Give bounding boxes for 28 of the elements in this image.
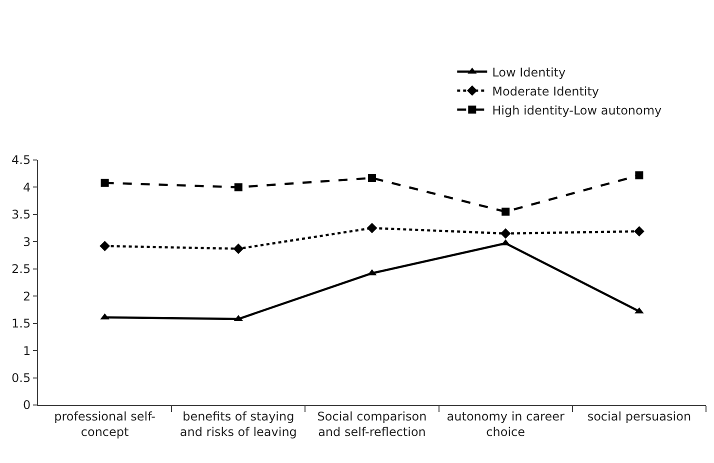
y-tick-label: 1.5	[12, 316, 31, 331]
y-tick-label: 2.5	[12, 262, 31, 276]
point	[635, 171, 644, 180]
point	[234, 183, 242, 192]
x-tick-label: Social comparison and self-reflection	[317, 409, 427, 439]
y-tick-label: 3	[22, 234, 31, 249]
y-tick-label: 0	[22, 398, 31, 412]
x-tick-label: benefits of staying and risks of leaving	[180, 409, 297, 439]
point	[500, 228, 511, 239]
point	[100, 240, 110, 252]
y-tick-label: 1	[22, 344, 31, 358]
x-tick-label: social persuasion	[587, 409, 692, 424]
y-tick-label: 2	[22, 289, 31, 304]
y-tick-label: 0.5	[12, 370, 31, 385]
legend-label: Moderate Identity	[492, 84, 600, 98]
legend-label: Low Identity	[492, 65, 566, 80]
legend-label: High identity-Low autonomy	[492, 103, 662, 118]
point	[634, 226, 644, 237]
point	[100, 178, 109, 187]
point	[366, 222, 378, 234]
point	[502, 208, 510, 216]
point	[233, 244, 244, 254]
x-tick-label: professional self-concept	[54, 409, 156, 439]
y-tick-label: 4.5	[12, 153, 31, 168]
y-tick-label: 4	[22, 180, 31, 194]
x-tick-label: autonomy in career choice	[446, 409, 564, 439]
point	[368, 174, 376, 182]
y-tick-label: 3.5	[12, 208, 31, 222]
